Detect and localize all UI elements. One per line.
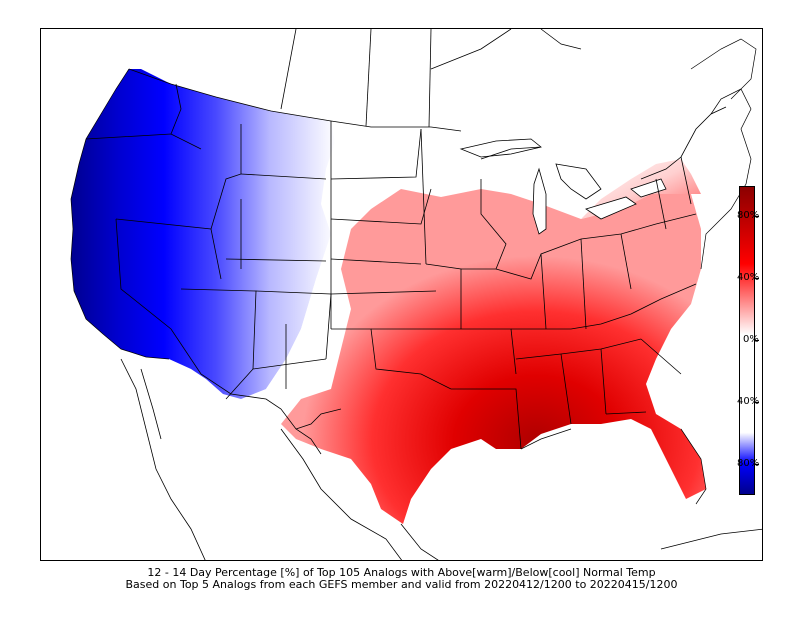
us-temperature-map xyxy=(70,29,762,560)
colorbar-label-zero: 0% xyxy=(743,334,759,345)
warm-anomaly-region xyxy=(281,189,706,524)
neutral-region xyxy=(266,121,481,399)
colorbar-label-warm-80: 80% xyxy=(737,210,760,221)
coastlines xyxy=(70,29,757,505)
colorbar-label-cool-80: 80% xyxy=(737,458,760,469)
cool-anomaly-region xyxy=(71,69,336,399)
colorbar xyxy=(739,186,755,495)
colorbar-tick xyxy=(755,340,759,341)
map-panel xyxy=(40,28,763,561)
colorbar-tick xyxy=(755,464,759,465)
colorbar-label-cool-40: 40% xyxy=(737,396,760,407)
colorbar-tick xyxy=(755,402,759,403)
boundary-lines xyxy=(85,29,762,560)
colorbar-label-warm-40: 40% xyxy=(737,272,760,283)
colorbar-tick xyxy=(755,216,759,217)
caption-line-2: Based on Top 5 Analogs from each GEFS me… xyxy=(125,578,678,591)
caption-line-1: 12 - 14 Day Percentage [%] of Top 105 An… xyxy=(147,566,656,579)
colorbar-tick xyxy=(755,278,759,279)
